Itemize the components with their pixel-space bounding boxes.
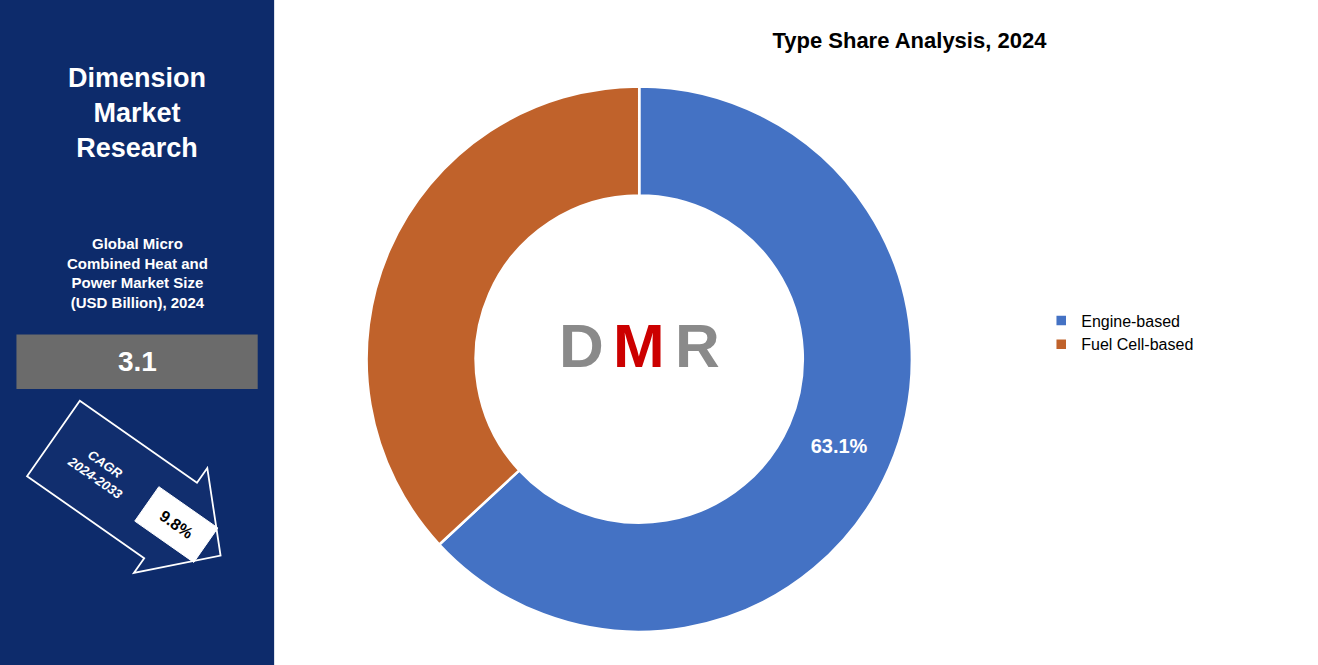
svg-text:Type Share Analysis, 2024: Type Share Analysis, 2024: [772, 28, 1047, 53]
svg-text:Global MicroCombined Heat andP: Global MicroCombined Heat andPower Marke…: [67, 235, 208, 311]
svg-text:9.8%: 9.8%: [156, 507, 196, 542]
svg-text:Engine-based: Engine-based: [1081, 313, 1180, 330]
svg-text:63.1%: 63.1%: [811, 435, 868, 457]
svg-text:3.1: 3.1: [118, 346, 157, 377]
svg-text:D: D: [559, 311, 604, 380]
svg-text:CAGR2024-2033: CAGR2024-2033: [65, 439, 136, 502]
svg-text:DimensionMarketResearch: DimensionMarketResearch: [68, 63, 206, 163]
svg-text:Fuel Cell-based: Fuel Cell-based: [1081, 336, 1193, 353]
svg-text:R: R: [675, 311, 720, 380]
svg-text:M: M: [613, 311, 665, 380]
